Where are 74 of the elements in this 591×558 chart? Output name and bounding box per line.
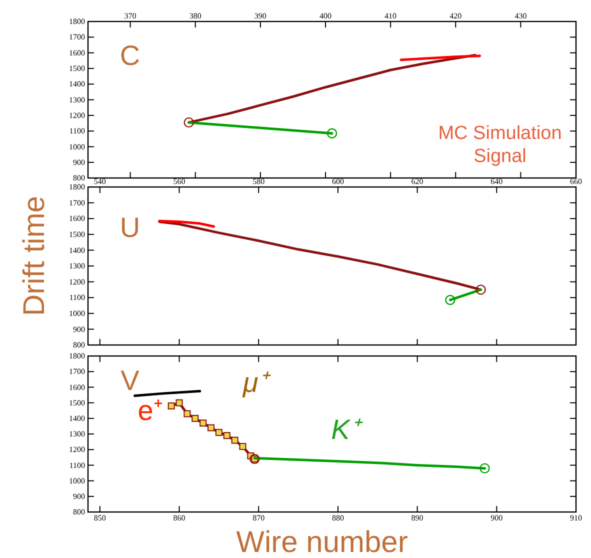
y-tick-label: 1100 xyxy=(69,460,85,470)
x-tick-label: 560 xyxy=(173,177,186,186)
y-tick-label: 800 xyxy=(73,340,85,350)
x-tick-label: 850 xyxy=(94,514,106,523)
y-tick-label: 1800 xyxy=(69,352,85,361)
y-tick-label: 1700 xyxy=(69,367,85,376)
y-tick-label: 1400 xyxy=(69,80,85,89)
y-tick-label: 900 xyxy=(73,158,85,167)
y-tick-label: 1600 xyxy=(69,382,85,392)
x-tick-label: 870 xyxy=(252,514,265,523)
y-tick-label: 1700 xyxy=(69,32,85,42)
annotation: MC Simulation Signal xyxy=(438,123,562,167)
annotation: U xyxy=(120,212,140,244)
y-tick-label: 1200 xyxy=(69,110,85,120)
point xyxy=(480,463,490,474)
y-tick-label: 1100 xyxy=(69,126,85,136)
point xyxy=(239,442,246,450)
point xyxy=(176,399,183,406)
x-tick-label: 640 xyxy=(490,177,503,186)
x-tick-label: 380 xyxy=(189,12,202,20)
annotation: C xyxy=(120,40,140,72)
y-tick-label: 1200 xyxy=(69,445,85,454)
y-tick-label: 800 xyxy=(73,508,85,517)
point xyxy=(215,428,222,436)
x-tick-label: 880 xyxy=(332,514,344,523)
point xyxy=(168,402,175,410)
point xyxy=(192,414,199,422)
y-tick-label: 900 xyxy=(73,324,85,334)
y-tick-label: 1100 xyxy=(69,293,85,302)
y-tick-label: 1500 xyxy=(69,230,85,239)
y-tick-label: 1600 xyxy=(69,214,85,224)
annotation: e⁺ xyxy=(138,395,162,426)
x-tick-label: 390 xyxy=(254,12,266,20)
point xyxy=(231,436,238,444)
y-tick-label: 1500 xyxy=(69,398,85,408)
x-tick-label: 860 xyxy=(173,514,186,523)
point xyxy=(223,432,230,440)
y-tick-label: 1700 xyxy=(69,198,85,208)
y-tick-label: 1600 xyxy=(69,48,85,58)
x-tick-label: 540 xyxy=(94,177,106,186)
x-tick-label: 600 xyxy=(332,177,344,186)
y-axis-title: Drift time xyxy=(18,196,51,316)
point xyxy=(184,410,191,418)
y-tick-label: 1400 xyxy=(69,414,85,423)
y-tick-label: 1000 xyxy=(69,308,85,318)
y-tick-label: 1300 xyxy=(69,262,85,271)
x-tick-label: 410 xyxy=(384,12,397,20)
x-tick-label: 660 xyxy=(570,177,582,186)
y-tick-label: 900 xyxy=(73,492,85,501)
x-tick-label: 890 xyxy=(411,514,424,523)
x-tick-label: 430 xyxy=(514,12,527,20)
y-tick-label: 1400 xyxy=(69,246,85,255)
annotation: μ⁺ xyxy=(242,367,272,398)
point xyxy=(200,420,207,427)
x-tick-label: 400 xyxy=(319,12,332,20)
x-axis-title: Wire number xyxy=(236,526,408,558)
x-tick-label: 620 xyxy=(411,177,424,186)
x-tick-label: 420 xyxy=(450,12,462,20)
x-tick-label: 370 xyxy=(124,12,136,20)
y-tick-label: 1300 xyxy=(69,95,85,104)
x-tick-label: 580 xyxy=(252,177,265,186)
y-tick-label: 800 xyxy=(73,174,85,183)
y-tick-label: 1800 xyxy=(69,182,85,192)
x-tick-label: 900 xyxy=(490,514,503,523)
y-tick-label: 1300 xyxy=(69,430,85,439)
y-tick-label: 1200 xyxy=(69,277,85,286)
annotation: V xyxy=(120,365,140,396)
x-tick-label: 910 xyxy=(570,514,582,523)
y-tick-label: 1800 xyxy=(69,17,85,26)
point xyxy=(207,424,214,432)
y-tick-label: 1000 xyxy=(69,476,85,486)
annotation: K⁺ xyxy=(331,414,363,446)
y-tick-label: 1500 xyxy=(69,64,85,74)
y-tick-label: 1000 xyxy=(69,142,85,152)
